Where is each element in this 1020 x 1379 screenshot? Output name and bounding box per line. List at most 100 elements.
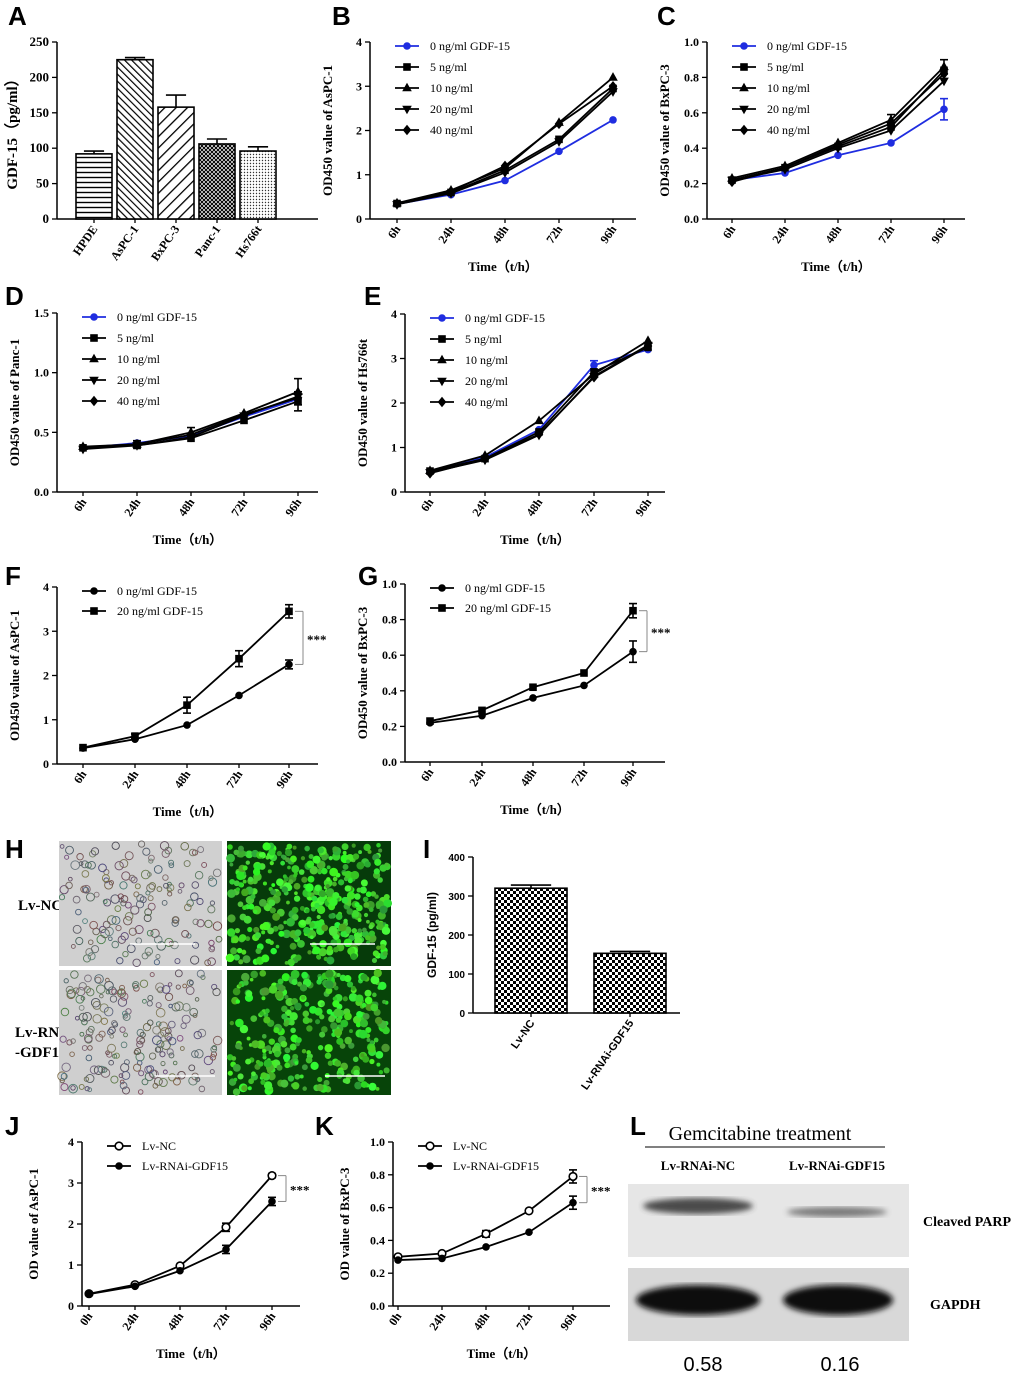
cell-outline bbox=[174, 969, 183, 978]
cell-blob bbox=[369, 1040, 375, 1045]
panel-letter-d: D bbox=[5, 281, 24, 311]
cell-outline bbox=[108, 936, 113, 942]
y-tick-label: 1 bbox=[391, 441, 397, 455]
y-tick-label: 1.0 bbox=[382, 577, 397, 591]
cell-outline bbox=[134, 883, 141, 890]
cell-outline bbox=[116, 957, 124, 965]
y-axis-title: GDF-15 (pg/ml) bbox=[425, 892, 439, 978]
cell-outline bbox=[215, 935, 223, 943]
cell-outline bbox=[172, 916, 179, 923]
cell-blob bbox=[325, 969, 334, 979]
cell-outline bbox=[83, 1033, 93, 1043]
cell-blob bbox=[280, 860, 286, 866]
significance-label: *** bbox=[651, 625, 671, 640]
cell-blob bbox=[266, 938, 272, 944]
legend-label: 20 ng/ml GDF-15 bbox=[465, 601, 551, 615]
cell-blob bbox=[289, 942, 297, 950]
cell-blob bbox=[309, 922, 315, 928]
y-tick-label: 0.8 bbox=[382, 613, 397, 627]
cell-blob bbox=[307, 950, 312, 955]
legend-marker bbox=[403, 63, 411, 71]
y-tick-label: 50 bbox=[36, 176, 49, 191]
cell-outline bbox=[84, 974, 92, 983]
cell-outline bbox=[152, 1082, 159, 1089]
cell-blob bbox=[258, 852, 264, 858]
western-title: Gemcitabine treatment bbox=[669, 1123, 852, 1145]
x-tick-label: 72h bbox=[578, 495, 600, 519]
cell-blob bbox=[268, 1050, 273, 1055]
data-point bbox=[580, 681, 588, 690]
legend-label: 10 ng/ml bbox=[117, 352, 161, 366]
cell-outline bbox=[76, 853, 84, 861]
cell-outline bbox=[168, 1052, 175, 1059]
data-point bbox=[833, 139, 843, 150]
cell-blob bbox=[273, 1027, 280, 1034]
cell-outline bbox=[80, 860, 89, 869]
cell-blob bbox=[277, 924, 284, 931]
cell-blob bbox=[342, 864, 349, 870]
cell-blob bbox=[305, 1056, 313, 1064]
cell-blob bbox=[334, 1028, 343, 1037]
cell-outline bbox=[70, 860, 81, 870]
cell-blob bbox=[336, 973, 341, 978]
cell-outline bbox=[133, 1063, 142, 1072]
cell-outline bbox=[94, 974, 104, 984]
cell-outline bbox=[59, 844, 65, 849]
cell-blob bbox=[362, 1055, 370, 1063]
cell-blob bbox=[227, 844, 233, 850]
cell-outline bbox=[194, 1049, 204, 1059]
bar bbox=[593, 952, 667, 1014]
data-point bbox=[886, 118, 896, 129]
series-line bbox=[429, 610, 634, 722]
cell-blob bbox=[365, 935, 371, 941]
legend-marker bbox=[90, 587, 98, 595]
cell-blob bbox=[269, 907, 276, 914]
data-point bbox=[438, 1254, 446, 1263]
cell-blob bbox=[245, 860, 250, 865]
panel-letter-j: J bbox=[5, 1111, 19, 1141]
cell-blob bbox=[234, 927, 241, 934]
cell-blob bbox=[227, 889, 236, 898]
cell-blob bbox=[305, 918, 311, 925]
cell-outline bbox=[164, 937, 174, 948]
cell-blob bbox=[275, 890, 282, 897]
cell-blob bbox=[362, 896, 369, 903]
cell-blob bbox=[332, 996, 338, 1001]
legend-marker bbox=[438, 604, 446, 612]
cell-outline bbox=[171, 919, 179, 927]
cell-outline bbox=[81, 870, 90, 878]
cell-outline bbox=[210, 1051, 217, 1058]
cell-outline bbox=[66, 988, 77, 998]
cell-blob bbox=[294, 929, 302, 937]
cell-outline bbox=[181, 929, 190, 938]
cell-blob bbox=[347, 878, 353, 884]
cell-blob bbox=[235, 999, 241, 1004]
y-tick-label: 100 bbox=[30, 140, 50, 155]
data-point bbox=[629, 647, 637, 656]
cell-outline bbox=[176, 1035, 184, 1042]
legend-marker bbox=[89, 376, 99, 386]
cell-blob bbox=[368, 924, 374, 930]
cell-outline bbox=[163, 882, 169, 889]
cell-blob bbox=[361, 1002, 367, 1008]
legend-label: 10 ng/ml bbox=[430, 81, 474, 95]
cell-blob bbox=[329, 897, 338, 907]
cell-blob bbox=[246, 1036, 251, 1041]
cell-outline bbox=[153, 865, 163, 874]
cell-blob bbox=[233, 880, 240, 887]
cell-outline bbox=[149, 1069, 159, 1080]
micrograph-row-label-lv-nc: Lv-NC bbox=[18, 898, 62, 914]
cell-blob bbox=[338, 923, 347, 932]
cell-blob bbox=[381, 1043, 390, 1053]
series-line bbox=[88, 1175, 273, 1295]
cell-outline bbox=[70, 1085, 76, 1091]
cell-blob bbox=[263, 1059, 272, 1068]
panel-letter-b: B bbox=[332, 1, 351, 31]
cell-outline bbox=[186, 899, 194, 907]
cell-blob bbox=[259, 970, 267, 977]
data-point bbox=[131, 1282, 139, 1291]
cell-blob bbox=[229, 1020, 235, 1026]
cell-blob bbox=[272, 912, 281, 921]
fluorescence-image-lv-rnai bbox=[226, 968, 391, 1096]
cell-blob bbox=[325, 987, 333, 995]
